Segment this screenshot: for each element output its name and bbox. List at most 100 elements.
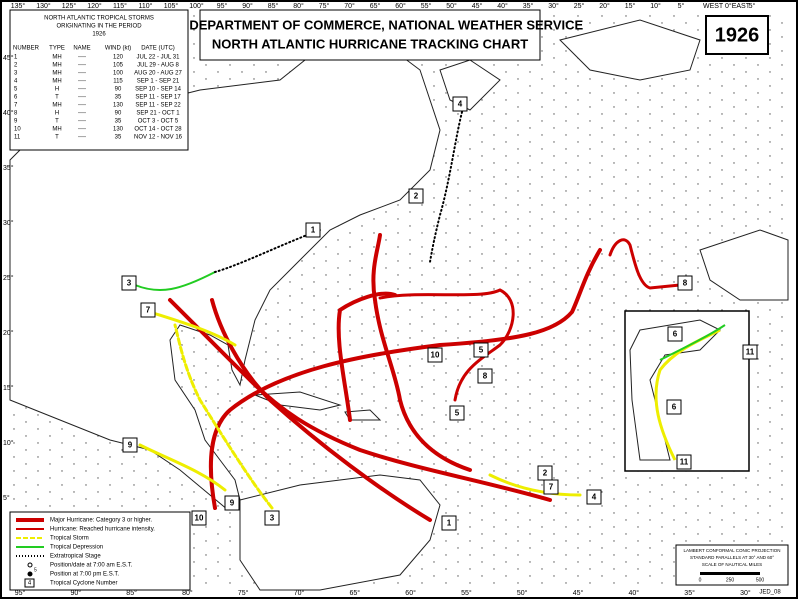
legend-label: Position at 7:00 pm E.S.T. (50, 572, 119, 578)
longitude-label: WEST 0°EAST (703, 2, 751, 10)
track-label: 10 (431, 351, 440, 360)
latitude-label: 10° (3, 439, 14, 447)
scale-label: 500 (756, 577, 765, 583)
table-cell: 35 (115, 95, 122, 101)
legend-label: Tropical Cyclone Number (50, 581, 117, 587)
longitude-label: 30° (740, 589, 751, 597)
longitude-label: 70° (294, 589, 305, 597)
table-cell: 130 (113, 103, 124, 109)
legend-dot (27, 571, 33, 577)
legend-box-icon (24, 578, 35, 588)
table-cell: AUG 20 - AUG 27 (134, 71, 182, 77)
track-major (208, 248, 602, 510)
track-label: 3 (270, 514, 275, 523)
table-cell: MH (52, 79, 61, 85)
track-label-box (676, 454, 692, 470)
table-column: NUMBER (13, 46, 40, 52)
table-cell: ---- (78, 135, 86, 141)
table-cell: H (55, 111, 59, 117)
table-cell: MH (52, 71, 61, 77)
table-cell: ---- (78, 87, 86, 93)
table-cell: 11 (14, 135, 21, 141)
track-label-box (477, 368, 493, 384)
track-label: 8 (683, 279, 688, 288)
track-label-box (452, 96, 468, 112)
scale-label: 250 (726, 577, 735, 583)
longitude-label: 30° (548, 2, 559, 10)
table-cell: 115 (113, 79, 123, 85)
projection-line: LAMBERT CONFORMAL CONIC PROJECTION (684, 548, 781, 553)
track-label-box (742, 344, 758, 360)
table-cell: ---- (78, 55, 86, 61)
legend-dot (27, 562, 33, 568)
track-label-box (667, 326, 683, 342)
table-column: NAME (73, 46, 90, 52)
longitude-label: 40° (629, 589, 640, 597)
latitude-label: 35° (3, 164, 14, 172)
projection-line: SCALE OF NAUTICAL MILES (702, 562, 762, 567)
table-cell: 10 (14, 127, 21, 133)
table-cell: ---- (78, 63, 86, 69)
table-column: DATE (UTC) (141, 46, 175, 52)
longitude-label: 55° (421, 2, 432, 10)
track-label: 5 (455, 409, 460, 418)
track-label: 8 (483, 372, 488, 381)
legend-label: Tropical Depression (50, 545, 103, 551)
longitude-label: 95° (217, 2, 228, 10)
track-label: 7 (549, 483, 554, 492)
table-cell: 2 (14, 63, 18, 69)
track-label-box (666, 399, 682, 415)
longitude-label: 50° (517, 589, 528, 597)
longitude-label: 35° (684, 589, 695, 597)
table-cell: OCT 14 - OCT 28 (134, 127, 182, 133)
title-line: U. S. DEPARTMENT OF COMMERCE, NATIONAL W… (157, 17, 584, 32)
storm-table-box (9, 9, 189, 151)
longitude-label: 45° (573, 589, 584, 597)
year-box (705, 15, 769, 55)
table-cell: OCT 3 - OCT 5 (138, 119, 179, 125)
table-cell: ---- (78, 79, 86, 85)
scale-label: 0 (699, 577, 702, 583)
table-cell: JUL 29 - AUG 8 (137, 63, 179, 69)
longitude-label: 65° (350, 589, 361, 597)
track-storm (138, 443, 227, 492)
legend: Major Hurricane: Category 3 or higher. Hu… (16, 518, 155, 588)
longitude-label: 45° (472, 2, 483, 10)
scale-bar (700, 572, 760, 575)
longitude-label: 60° (405, 589, 416, 597)
latitude-label: 5° (3, 494, 10, 502)
longitude-label: 80° (293, 2, 304, 10)
track-major (336, 291, 397, 422)
track-label-box (449, 405, 465, 421)
track-label-box (441, 515, 457, 531)
table-cell: JUL 22 - JUL 31 (137, 55, 181, 61)
track-label: 1 (447, 519, 452, 528)
track-label-box (586, 489, 602, 505)
table-cell: ---- (78, 127, 86, 133)
track-label: 5 (479, 346, 484, 355)
track-major (371, 233, 472, 472)
latitude-label: 30° (3, 219, 14, 227)
track-label: 9 (128, 441, 133, 450)
table-cell: T (55, 119, 59, 125)
legend-label: Position/date at 7:00 am E.S.T. (50, 563, 133, 569)
year: 1926 (715, 24, 760, 46)
latitude-label: 40° (3, 109, 14, 117)
longitude-label: 15° (625, 2, 636, 10)
longitude-label: 10° (650, 2, 661, 10)
track-depression (134, 271, 216, 292)
track-label: 3 (127, 279, 132, 288)
table-cell: SEP 1 - SEP 21 (137, 79, 180, 85)
table-cell: SEP 10 - SEP 14 (135, 87, 181, 93)
track-extratropical (429, 111, 463, 263)
track-label: 9 (230, 499, 235, 508)
track-label-box (408, 188, 424, 204)
latitude-label: 15° (3, 384, 14, 392)
legend-label: Tropical Storm (50, 536, 89, 542)
track-hurricane (378, 288, 515, 402)
longitude-label: 90° (71, 589, 82, 597)
track-label-box (191, 510, 207, 526)
longitude-label: 105° (164, 2, 179, 10)
credit: JED_08 (759, 590, 781, 596)
table-heading: NORTH ATLANTIC TROPICAL STORMS (44, 16, 154, 22)
